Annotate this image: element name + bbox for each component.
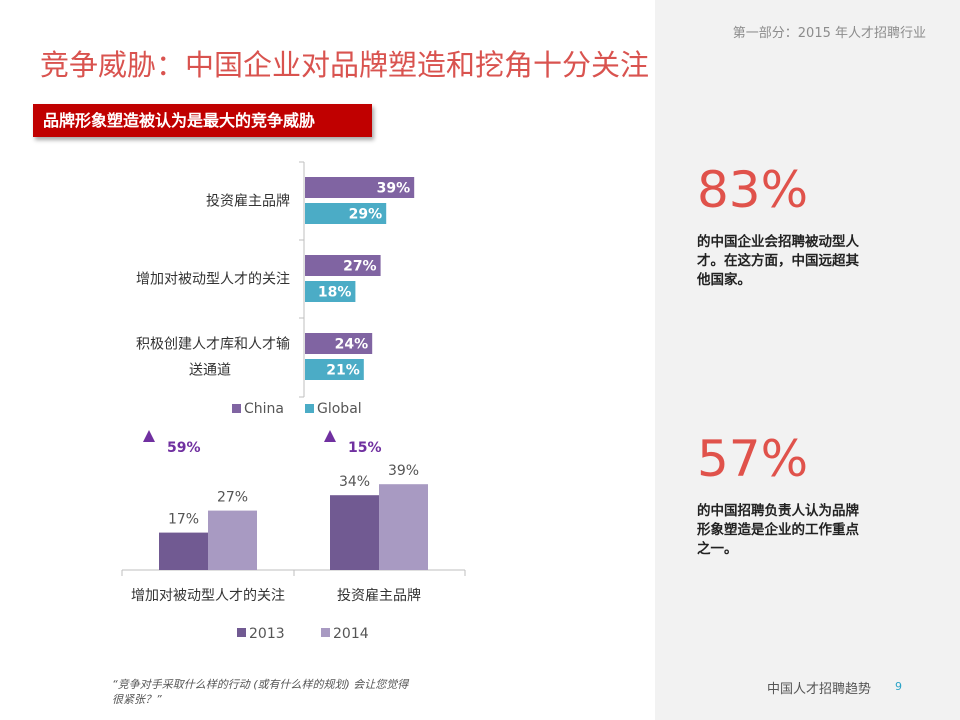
legend-label: Global: [317, 401, 362, 417]
data-label: 39%: [388, 463, 419, 479]
growth-label: 15%: [348, 440, 382, 456]
bar-2013: [330, 495, 379, 570]
stat-block-1: 83% 的中国企业会招聘被动型人才。在这方面，中国远超其他国家。: [697, 165, 867, 290]
legend-label: China: [244, 401, 284, 417]
category-label: 投资雇主品牌: [206, 193, 290, 210]
legend-swatch: [237, 628, 246, 637]
subtitle-banner: 品牌形象塑造被认为是最大的竞争威胁: [33, 104, 372, 137]
footer-title: 中国人才招聘趋势: [767, 682, 872, 697]
data-label: 18%: [318, 285, 352, 301]
bar-china: [305, 177, 415, 198]
up-triangle-icon: [143, 430, 155, 442]
category-label: 积极创建人才库和人才输: [136, 337, 290, 353]
legend-label: 2014: [333, 626, 369, 642]
data-label: 27%: [217, 490, 248, 506]
bar-global: [305, 203, 387, 224]
category-label: 增加对被动型人才的关注: [131, 588, 285, 604]
bar-global: [305, 281, 356, 302]
bar-china: [305, 333, 373, 354]
legend-swatch: [321, 628, 330, 637]
survey-question-quote: “竞争对手采取什么样的行动 (或有什么样的规划) 会让您觉得很紧张？”: [112, 678, 409, 706]
bar-global: [305, 359, 364, 380]
data-label: 21%: [326, 363, 360, 379]
stat-block-2: 57% 的中国招聘负责人认为品牌形象塑造是企业的工作重点之一。: [697, 434, 867, 559]
legend-swatch: [232, 404, 241, 413]
legend-swatch: [305, 404, 314, 413]
page-number: 9: [895, 680, 902, 693]
bar-2013: [159, 532, 208, 570]
bar-china: [305, 255, 381, 276]
right-panel: [655, 0, 960, 720]
category-label: 投资雇主品牌: [337, 587, 421, 604]
page-title: 竞争威胁：中国企业对品牌塑造和挖角十分关注: [40, 48, 650, 82]
up-triangle-icon: [324, 430, 336, 442]
stat-description: 的中国企业会招聘被动型人才。在这方面，中国远超其他国家。: [697, 234, 859, 288]
data-label: 34%: [339, 474, 370, 490]
legend-label: 2013: [249, 626, 285, 642]
data-label: 27%: [343, 259, 377, 275]
stat-number: 83%: [697, 161, 809, 219]
bar-2014: [208, 510, 257, 570]
data-label: 39%: [377, 181, 411, 197]
stat-description: 的中国招聘负责人认为品牌形象塑造是企业的工作重点之一。: [697, 503, 859, 557]
category-label: 增加对被动型人才的关注: [136, 272, 290, 288]
data-label: 24%: [335, 337, 369, 353]
bar-2014: [379, 484, 428, 570]
growth-label: 59%: [167, 440, 201, 456]
data-label: 29%: [349, 207, 383, 223]
category-label: 送通道: [189, 363, 231, 379]
stat-number: 57%: [697, 430, 809, 488]
data-label: 17%: [168, 512, 199, 528]
section-label: 第一部分：2015 年人才招聘行业: [732, 26, 926, 41]
